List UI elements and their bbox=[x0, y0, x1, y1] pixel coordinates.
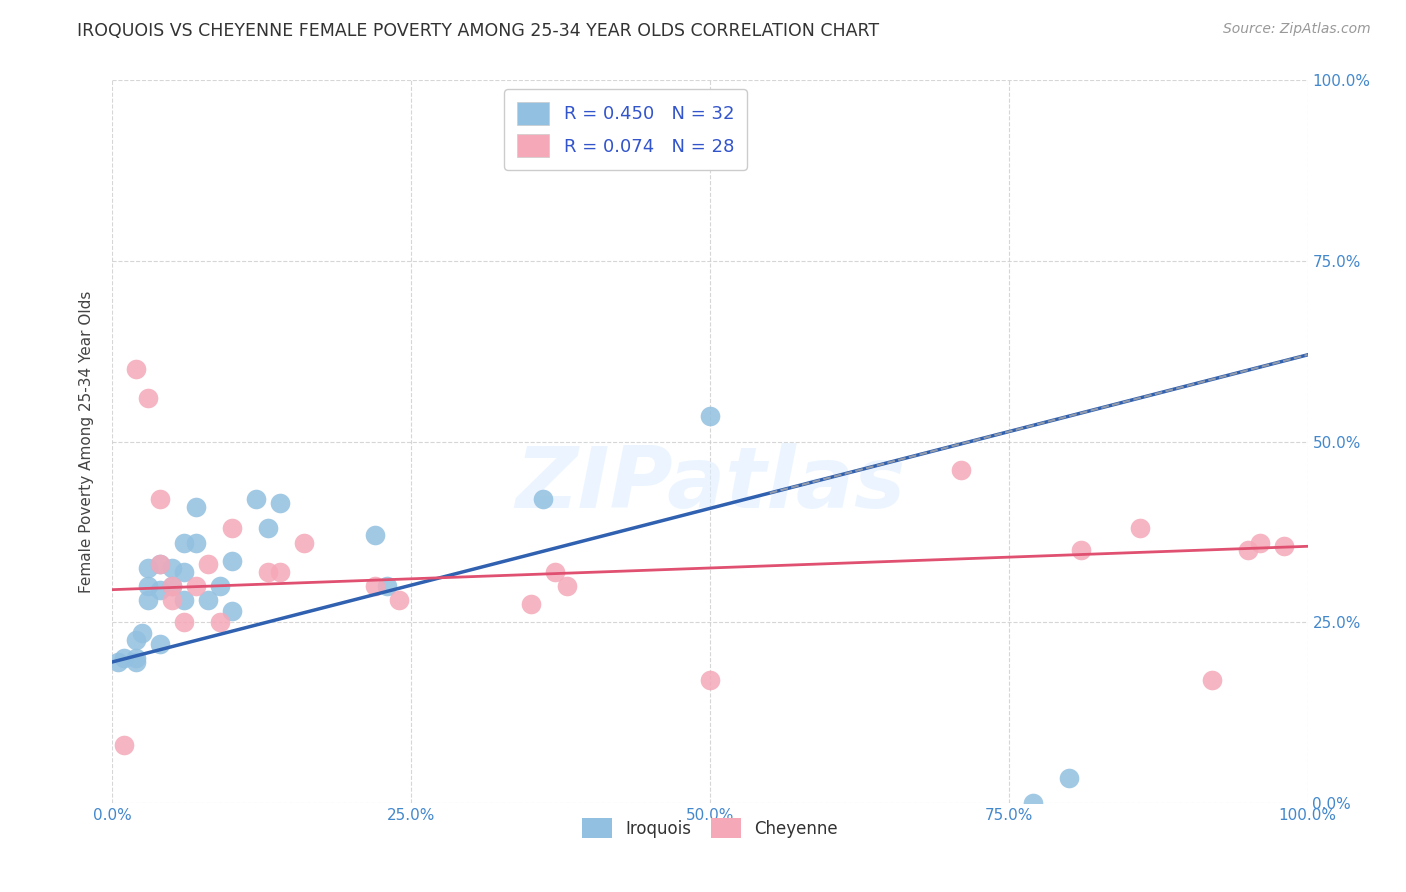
Text: IROQUOIS VS CHEYENNE FEMALE POVERTY AMONG 25-34 YEAR OLDS CORRELATION CHART: IROQUOIS VS CHEYENNE FEMALE POVERTY AMON… bbox=[77, 22, 880, 40]
Point bbox=[1272, 539, 1295, 553]
Point bbox=[209, 615, 232, 630]
Point bbox=[950, 463, 973, 477]
Point bbox=[531, 492, 554, 507]
Point bbox=[149, 637, 172, 651]
Point bbox=[388, 593, 411, 607]
Point bbox=[1057, 771, 1080, 785]
Point bbox=[221, 521, 243, 535]
Point bbox=[107, 655, 129, 669]
Point bbox=[131, 626, 153, 640]
Text: ZIPatlas: ZIPatlas bbox=[515, 443, 905, 526]
Point bbox=[162, 561, 183, 575]
Point bbox=[186, 535, 208, 549]
Point bbox=[520, 597, 543, 611]
Point bbox=[1022, 796, 1045, 810]
Point bbox=[173, 535, 195, 549]
Point bbox=[245, 492, 267, 507]
Point bbox=[269, 565, 291, 579]
Point bbox=[209, 579, 232, 593]
Point bbox=[257, 521, 280, 535]
Point bbox=[699, 673, 721, 687]
Point bbox=[114, 651, 135, 665]
Point bbox=[125, 655, 148, 669]
Point bbox=[221, 604, 243, 618]
Point bbox=[138, 561, 160, 575]
Point bbox=[186, 579, 208, 593]
Point bbox=[173, 615, 195, 630]
Point bbox=[543, 565, 565, 579]
Point bbox=[364, 579, 387, 593]
Text: Source: ZipAtlas.com: Source: ZipAtlas.com bbox=[1223, 22, 1371, 37]
Point bbox=[149, 558, 172, 572]
Point bbox=[125, 651, 148, 665]
Point bbox=[138, 579, 160, 593]
Point bbox=[114, 738, 135, 752]
Point bbox=[555, 579, 578, 593]
Legend: Iroquois, Cheyenne: Iroquois, Cheyenne bbox=[575, 812, 845, 845]
Point bbox=[173, 565, 195, 579]
Point bbox=[173, 593, 195, 607]
Point bbox=[1201, 673, 1223, 687]
Point bbox=[149, 558, 172, 572]
Point bbox=[1129, 521, 1152, 535]
Point bbox=[1249, 535, 1271, 549]
Point bbox=[162, 579, 183, 593]
Point bbox=[699, 409, 721, 424]
Point bbox=[257, 565, 280, 579]
Point bbox=[269, 496, 291, 510]
Point bbox=[197, 558, 219, 572]
Point bbox=[138, 593, 160, 607]
Point bbox=[162, 593, 183, 607]
Point bbox=[149, 492, 172, 507]
Y-axis label: Female Poverty Among 25-34 Year Olds: Female Poverty Among 25-34 Year Olds bbox=[79, 291, 94, 592]
Point bbox=[221, 554, 243, 568]
Point bbox=[1237, 542, 1260, 557]
Point bbox=[186, 500, 208, 514]
Point bbox=[377, 579, 399, 593]
Point bbox=[197, 593, 219, 607]
Point bbox=[1070, 542, 1092, 557]
Point bbox=[138, 391, 160, 405]
Point bbox=[162, 579, 183, 593]
Point bbox=[364, 528, 387, 542]
Point bbox=[149, 582, 172, 597]
Point bbox=[292, 535, 315, 549]
Point bbox=[125, 633, 148, 648]
Point bbox=[125, 362, 148, 376]
